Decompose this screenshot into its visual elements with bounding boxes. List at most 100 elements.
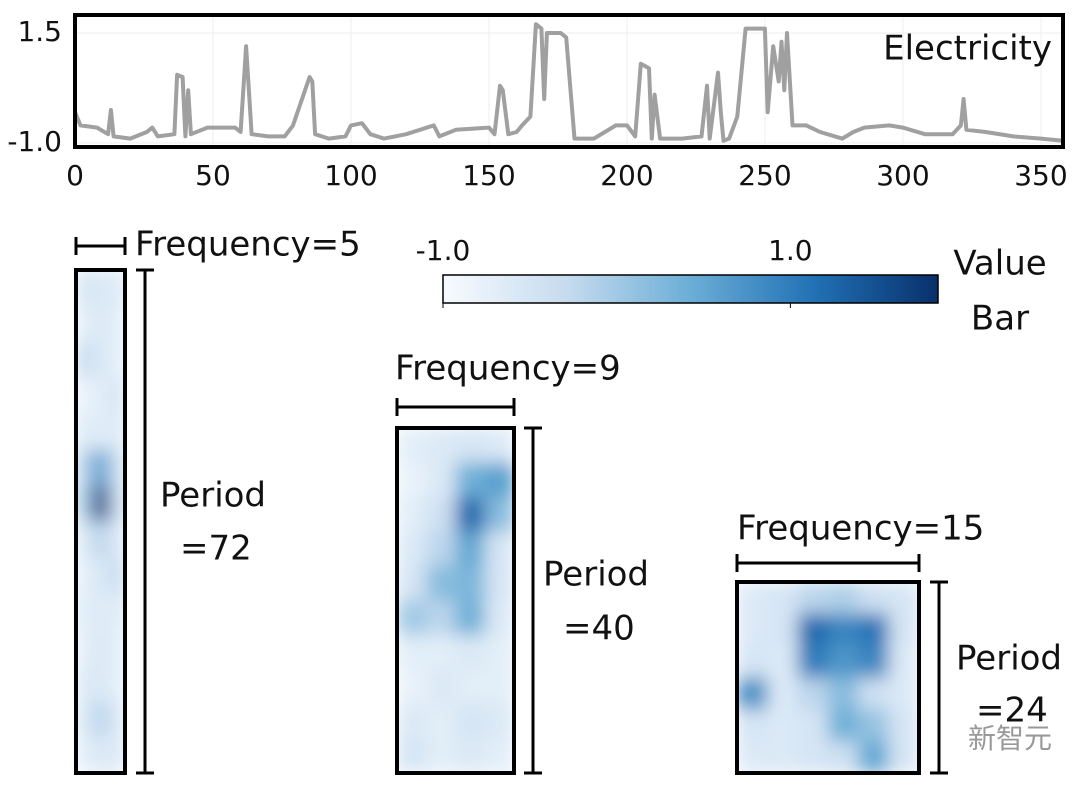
heatmap-cell (484, 428, 514, 463)
period-label: Period (956, 639, 1062, 679)
heatmap-cell (455, 497, 486, 532)
heatmap-cell (888, 741, 919, 773)
heatmap-cell (76, 593, 93, 630)
heatmap-cell (108, 629, 125, 666)
heatmap-cell (797, 613, 829, 647)
heatmap-cell (455, 600, 486, 636)
heatmap-cell (397, 635, 427, 670)
period-bracket (136, 268, 154, 775)
heatmap-cell (455, 669, 486, 705)
x-tick-label: 150 (462, 159, 515, 192)
heatmap-cell (797, 677, 829, 710)
heatmap-cell (767, 613, 799, 647)
heatmap-cell (76, 629, 93, 666)
heatmap-cell (455, 462, 486, 498)
heatmap-cell (737, 709, 768, 742)
heatmap-cell (92, 521, 110, 558)
colorbar-tick-label: 1.0 (768, 234, 813, 267)
line-series (73, 22, 1064, 143)
heatmap-cell (108, 305, 125, 343)
heatmap-cell (397, 669, 427, 705)
colorbar (442, 274, 939, 304)
x-tick-label: 200 (600, 159, 653, 192)
heatmap-cell (92, 377, 110, 415)
period-bracket (524, 426, 542, 775)
heatmap-cell (397, 704, 427, 739)
heatmap-cell (426, 669, 456, 705)
heatmap-cell (484, 738, 514, 773)
x-tick-label: 50 (195, 159, 231, 192)
frequency-bracket (395, 398, 516, 416)
heatmap-cell (767, 582, 799, 615)
heatmap-cell (858, 582, 890, 615)
heatmap-cell (737, 645, 768, 678)
heatmap (76, 270, 125, 773)
x-tick-label: 0 (66, 159, 84, 192)
heatmap-cell (484, 669, 514, 705)
heatmap-cell (828, 677, 859, 710)
heatmap-cell (888, 613, 919, 647)
heatmap-cell (108, 557, 125, 594)
heatmap-cell (858, 677, 890, 710)
frequency-label: Frequency=15 (737, 509, 984, 549)
colorbar-tick-label: -1.0 (416, 234, 471, 267)
heatmap-cells (76, 270, 125, 773)
heatmap-cell (397, 566, 427, 601)
heatmap-cell (397, 428, 427, 463)
heatmap-cell (737, 741, 768, 773)
heatmap-cell (397, 600, 427, 636)
heatmap-cell (92, 737, 110, 773)
heatmap-cell (92, 629, 110, 666)
heatmap-cell (737, 582, 768, 615)
heatmap-cell (828, 645, 859, 678)
chart-title: Electricity (883, 29, 1052, 69)
heatmap-cell (455, 738, 486, 773)
heatmap-cell (888, 645, 919, 678)
heatmap-cell (76, 737, 93, 773)
heatmap-cell (737, 613, 768, 647)
heatmap-cell (108, 593, 125, 630)
heatmap-cell (426, 428, 456, 463)
period-label: Period (543, 555, 649, 595)
heatmap-cell (108, 701, 125, 738)
heatmap-cell (828, 709, 859, 742)
heatmap-cell (92, 593, 110, 630)
period-label: Period (160, 476, 266, 516)
heatmap-frame (735, 580, 921, 775)
heatmap-cell (484, 462, 514, 498)
heatmap-cell (828, 582, 859, 615)
plot-frame (73, 13, 1065, 149)
heatmap-cell (426, 497, 456, 532)
heatmap-cell (858, 613, 890, 647)
heatmap (397, 428, 514, 773)
heatmap-cell (426, 566, 456, 601)
watermark: 新智元 (968, 722, 1052, 755)
heatmap-cell (455, 635, 486, 670)
heatmap-cell (484, 531, 514, 567)
heatmap-cell (92, 665, 110, 702)
heatmap-cell (92, 305, 110, 343)
heatmap-cell (108, 377, 125, 415)
heatmap-cell (828, 613, 859, 647)
heatmap-cell (484, 600, 514, 636)
heatmap-cell (108, 341, 125, 379)
heatmap-cell (108, 485, 125, 522)
heatmap-cell (108, 665, 125, 702)
frequency-bracket (74, 237, 127, 255)
heatmap-cell (92, 557, 110, 594)
heatmap-cell (92, 449, 110, 487)
heatmap-cell (426, 531, 456, 567)
heatmap-cell (76, 270, 93, 307)
heatmap-cell (797, 741, 829, 773)
heatmap-cell (92, 485, 110, 522)
heatmap-cells (397, 428, 514, 773)
heatmap-cell (397, 531, 427, 567)
heatmap-cell (108, 521, 125, 558)
heatmap-cell (76, 701, 93, 738)
heatmap-cell (92, 413, 110, 451)
heatmap-cell (92, 701, 110, 738)
heatmap-cell (455, 531, 486, 567)
heatmap-cell (108, 449, 125, 487)
heatmap-cell (797, 645, 829, 678)
heatmap-cell (76, 377, 93, 415)
